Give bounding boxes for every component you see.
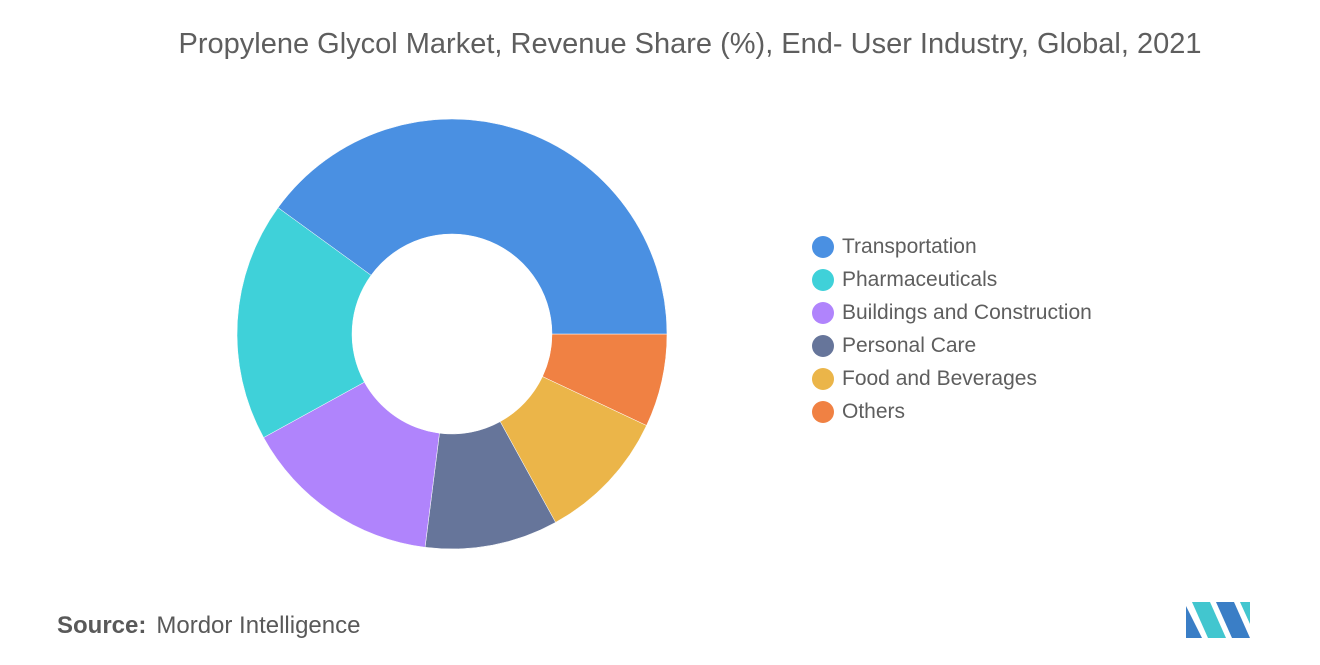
mordor-intelligence-logo-icon [1186, 602, 1250, 638]
legend-label: Personal Care [842, 333, 977, 357]
legend-swatch [812, 268, 834, 291]
legend-swatch [812, 235, 834, 258]
legend-swatch [812, 301, 834, 324]
legend-swatch [812, 334, 834, 357]
legend-item-buildings-and-construction: Buildings and Construction [812, 296, 1092, 329]
chart-title: Propylene Glycol Market, Revenue Share (… [178, 28, 1202, 60]
source-text: Mordor Intelligence [156, 612, 361, 639]
legend-item-pharmaceuticals: Pharmaceuticals [812, 263, 1092, 296]
logo-shape-3 [1216, 602, 1250, 638]
legend-swatch [812, 400, 834, 423]
legend-item-personal-care: Personal Care [812, 329, 1092, 362]
legend-label: Food and Beverages [842, 366, 1037, 390]
legend-label: Transportation [842, 234, 977, 258]
donut-slice-buildings-and-construction [263, 381, 440, 548]
legend-label: Others [842, 399, 906, 423]
logo-shape-4 [1240, 602, 1250, 624]
legend-label: Buildings and Construction [842, 300, 1092, 324]
source-label: Source: [57, 612, 147, 639]
legend-item-others: Others [812, 395, 1092, 428]
source-note: Source: Mordor Intelligence [57, 612, 360, 640]
legend-label: Pharmaceuticals [842, 267, 998, 291]
legend-swatch [812, 367, 834, 390]
legend-item-food-and-beverages: Food and Beverages [812, 362, 1092, 395]
logo-shape-1 [1186, 606, 1202, 638]
logo-shape-2 [1192, 602, 1226, 638]
donut-slice-transportation [277, 118, 668, 335]
donut-slice-pharmaceuticals [236, 207, 372, 438]
legend-item-transportation: Transportation [812, 230, 1092, 263]
donut-chart [236, 118, 668, 550]
chart-legend: Transportation Pharmaceuticals Buildings a… [812, 230, 1092, 428]
